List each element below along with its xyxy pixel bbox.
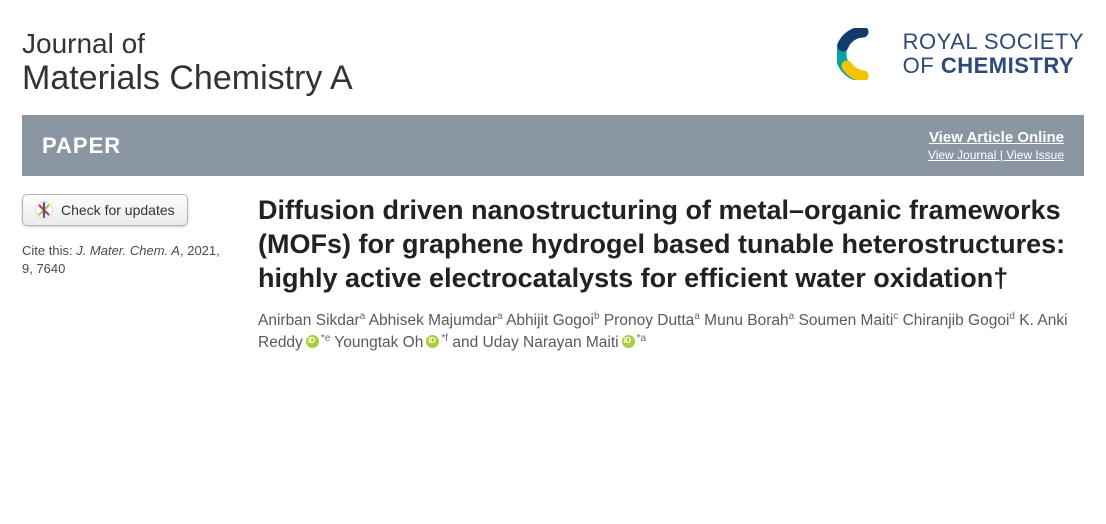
crossmark-icon [35,201,53,219]
page-header: Journal of Materials Chemistry A ROYAL S… [22,28,1084,97]
rsc-c-icon [837,28,889,80]
sidebar: Check for updates Cite this: J. Mater. C… [22,194,232,277]
cite-journal: J. Mater. Chem. A [76,243,180,258]
author-name: Youngtak Oh [334,334,423,351]
publisher-line2: OF CHEMISTRY [903,54,1084,78]
journal-name: Journal of Materials Chemistry A [22,28,353,97]
author-name: Munu Borah [704,312,788,329]
publisher-chemistry: CHEMISTRY [941,53,1074,78]
publisher-line1: ROYAL SOCIETY [903,30,1084,54]
publisher-logo: ROYAL SOCIETY OF CHEMISTRY [837,28,1084,80]
article-title: Diffusion driven nanostructuring of meta… [258,194,1076,295]
author-name: Anirban Sikdar [258,312,360,329]
orcid-icon[interactable] [306,335,319,348]
author-name: Soumen Maiti [799,312,894,329]
links-separator: | [996,148,1006,162]
banner-links: View Article Online View Journal | View … [928,129,1064,162]
author-affiliation: *e [321,333,330,344]
author-name: Pronoy Dutta [604,312,694,329]
view-issue-link[interactable]: View Issue [1006,148,1064,162]
publisher-of: OF [903,53,941,78]
check-for-updates-button[interactable]: Check for updates [22,194,188,226]
orcid-icon[interactable] [426,335,439,348]
article-type-label: PAPER [42,133,121,159]
orcid-icon[interactable] [622,335,635,348]
check-updates-label: Check for updates [61,202,175,218]
author-name: Uday Narayan Maiti [483,334,619,351]
author-affiliation: *a [637,333,646,344]
journal-line1: Journal of [22,28,353,59]
author-and: and [452,334,482,351]
author-affiliation: b [594,311,600,322]
journal-line2: Materials Chemistry A [22,59,353,97]
author-name: Chiranjib Gogoi [903,312,1010,329]
article-type-banner: PAPER View Article Online View Journal |… [22,115,1084,176]
view-article-online-link[interactable]: View Article Online [928,129,1064,146]
cite-prefix: Cite this: [22,243,76,258]
author-name: Abhijit Gogoi [506,312,594,329]
citation: Cite this: J. Mater. Chem. A, 2021, 9, 7… [22,242,232,277]
author-list: Anirban Sikdara Abhisek Majumdara Abhiji… [258,310,1076,355]
article-body: Check for updates Cite this: J. Mater. C… [22,194,1084,355]
author-name: Abhisek Majumdar [369,312,497,329]
author-affiliation: a [497,311,503,322]
main-column: Diffusion driven nanostructuring of meta… [258,194,1084,355]
view-journal-link[interactable]: View Journal [928,148,996,162]
publisher-text: ROYAL SOCIETY OF CHEMISTRY [903,30,1084,78]
